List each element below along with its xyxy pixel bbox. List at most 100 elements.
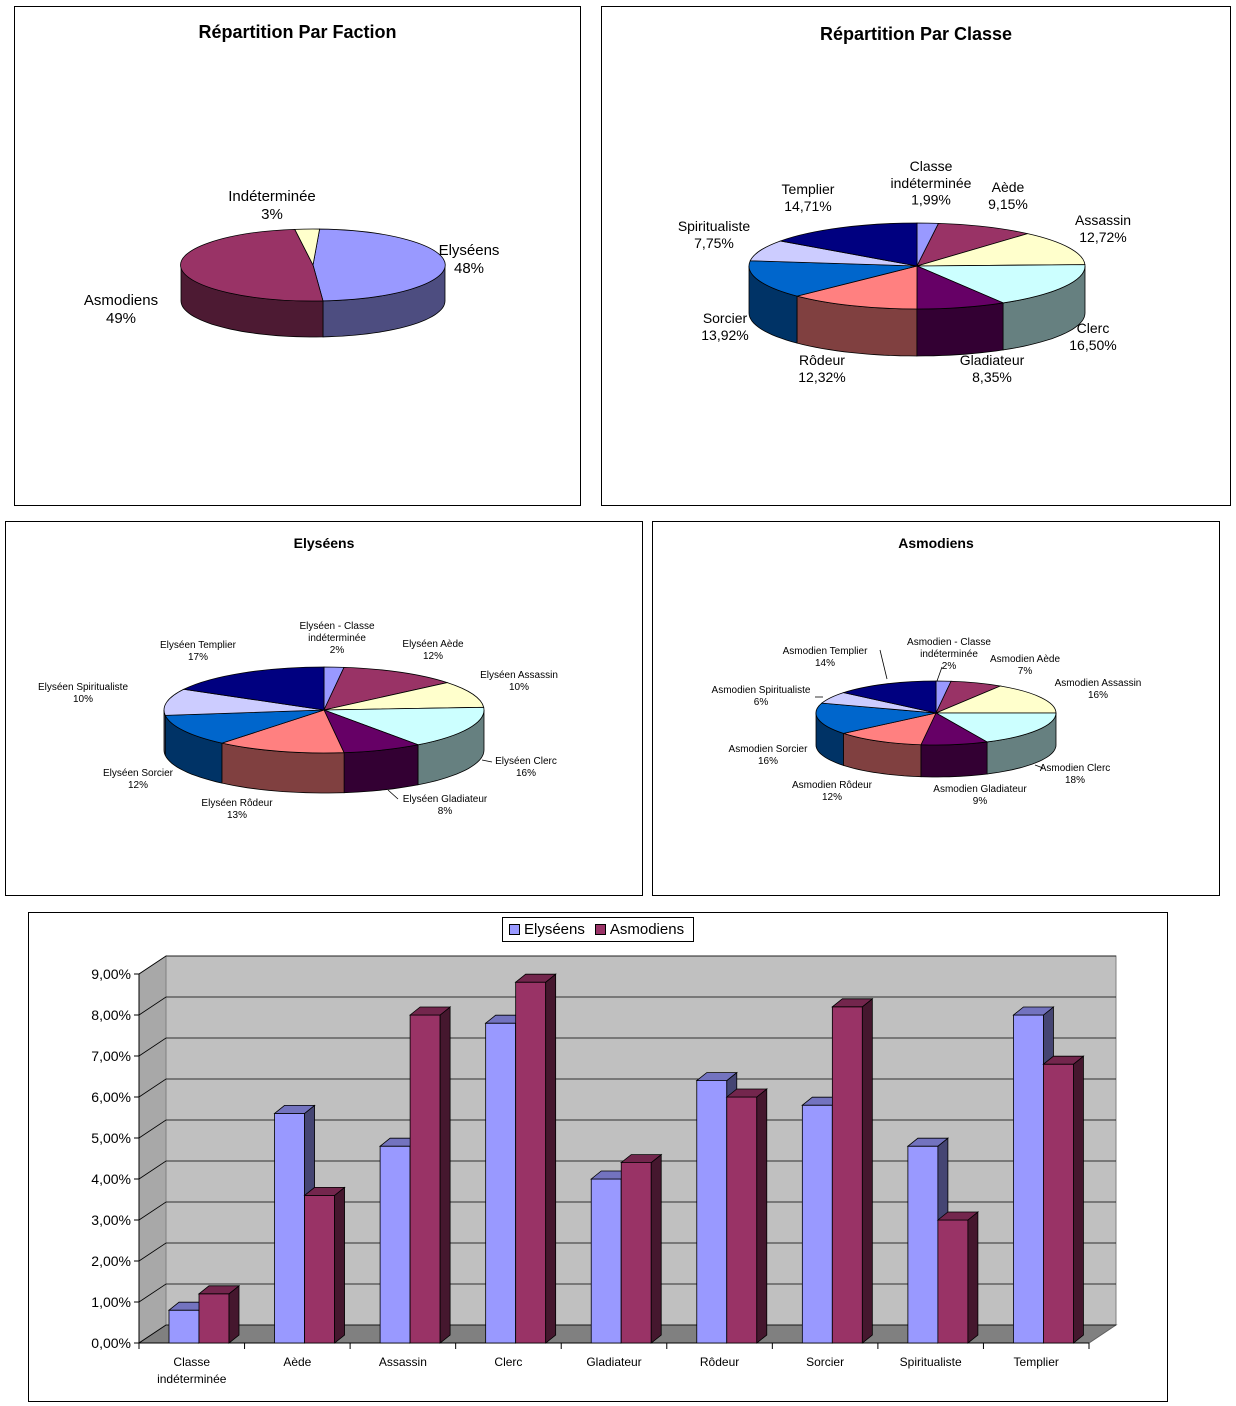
slice-label-line: Elyséen Aède bbox=[402, 639, 464, 650]
pie-slice-asmodien-rodeur bbox=[842, 712, 937, 746]
bar-elyseens-gladiateur bbox=[590, 1178, 622, 1344]
pie-slice-elyseen-clerc bbox=[323, 706, 485, 746]
slice-label: Spiritualiste 7,75% bbox=[678, 218, 751, 251]
gridline bbox=[138, 1242, 1116, 1262]
bar-top bbox=[831, 998, 874, 1008]
gridline bbox=[138, 1119, 1116, 1139]
bar-side bbox=[545, 973, 557, 1344]
y-tick-label: 2,00% bbox=[91, 1253, 131, 1269]
slice-label: Asmodiens 49% bbox=[84, 292, 158, 327]
slice-label-line: 7% bbox=[1018, 666, 1033, 677]
slice-label: Asmodien Sorcier 16% bbox=[729, 744, 809, 767]
slice-label: Elyséens 48% bbox=[439, 242, 500, 277]
slice-label-line: 10% bbox=[73, 694, 93, 705]
bar-elyseens-spiritualiste bbox=[907, 1145, 939, 1344]
slice-label-line: 14% bbox=[815, 658, 835, 669]
pie-slice-elyseens bbox=[312, 228, 446, 302]
bar-side bbox=[439, 1006, 451, 1344]
bar-top bbox=[725, 1088, 768, 1098]
bar-side bbox=[756, 1088, 768, 1344]
chart-panel-faction: Répartition Par Faction Elyséens 48% Asmod… bbox=[14, 6, 581, 506]
slice-label-line: Asmodien Rôdeur bbox=[792, 780, 873, 791]
slice-label-line: Elyséen Gladiateur bbox=[403, 794, 488, 805]
slice-label: Sorcier 13,92% bbox=[701, 310, 748, 343]
pie-chart-faction: Elyséens 48% Asmodiens 49% Indéterminée 3% bbox=[84, 188, 500, 338]
slice-label: Elyséen Aède 12% bbox=[402, 639, 464, 662]
bar-chart-classes: 0,00% 1,00% 2,00% 3,00% 4,00% 5,00% 6,00% 7,00%… bbox=[91, 955, 1118, 1386]
slice-label: Aède 9,15% bbox=[988, 179, 1028, 212]
bar-elyseens-clerc bbox=[485, 1022, 517, 1344]
pie-slice-elyseen-sorcier bbox=[164, 709, 325, 744]
slice-label-line: 2% bbox=[942, 661, 957, 672]
pie-slice-sorcier bbox=[748, 260, 918, 297]
pie-slice-asmodien-clerc bbox=[934, 712, 1057, 743]
plot-side-wall bbox=[138, 955, 167, 1344]
chart-legend: Elyséens Asmodiens bbox=[502, 917, 694, 942]
x-tick-label-line: Assassin bbox=[379, 1355, 427, 1369]
slice-label: Asmodien - Classe indéterminée 2% bbox=[907, 637, 991, 672]
bar-asmodiens-clerc bbox=[515, 981, 547, 1344]
leader-line bbox=[387, 789, 399, 800]
bar-top bbox=[1012, 1006, 1055, 1016]
pie-chart-elyseens: Elyséen - Classe indéterminée 2% Elyséen Aè… bbox=[38, 621, 558, 821]
slice-label: Elyséen Assassin 10% bbox=[480, 670, 558, 693]
slice-label-line: Indéterminée bbox=[228, 188, 316, 205]
slice-label: Elyséen Sorcier 12% bbox=[103, 768, 174, 791]
pie-chart-classe: Classe indéterminée 1,99% Aède 9,15% Assassin… bbox=[678, 158, 1131, 385]
slice-label: Clerc 16,50% bbox=[1069, 320, 1116, 353]
x-tick-label: Classe indéterminée bbox=[157, 1355, 227, 1386]
slice-label-line: Asmodien - Classe bbox=[907, 637, 991, 648]
gridline bbox=[138, 955, 1116, 975]
legend-label: Elyséens bbox=[524, 921, 585, 938]
bar-elyseens-templier bbox=[1013, 1014, 1044, 1344]
chart-title: Elyséens bbox=[293, 535, 355, 551]
slice-label-line: 10% bbox=[509, 682, 529, 693]
slice-label-line: 2% bbox=[330, 645, 345, 656]
legend-item: Elyséens bbox=[509, 921, 585, 938]
pie-side-gladiateur bbox=[916, 302, 1004, 357]
x-tick-label-line: Templier bbox=[1014, 1355, 1059, 1369]
gridline bbox=[138, 1078, 1116, 1098]
bar-top bbox=[936, 1211, 980, 1221]
pie-slice-asmodien-assassin bbox=[935, 685, 1057, 714]
slice-label-line: 6% bbox=[754, 697, 769, 708]
x-tick-label: Aède bbox=[283, 1355, 311, 1369]
slice-label-line: Elyséen - Classe bbox=[299, 621, 374, 632]
leader-line bbox=[1034, 764, 1044, 769]
slice-label-line: Aède bbox=[992, 179, 1025, 195]
pie-slice-aede bbox=[916, 222, 1028, 267]
gridline bbox=[138, 1160, 1116, 1180]
legend-swatch-elyseens bbox=[509, 924, 520, 935]
bar-elyseens-classe-indeterminee bbox=[168, 1309, 200, 1344]
y-tick-label: 9,00% bbox=[91, 966, 131, 982]
slice-label-line: Asmodien Clerc bbox=[1040, 763, 1111, 774]
slice-label: Gladiateur 8,35% bbox=[960, 352, 1025, 385]
bar-top bbox=[408, 1006, 452, 1016]
pie-slice-indeterminee bbox=[294, 228, 321, 267]
slice-label-line: Elyséen Assassin bbox=[480, 670, 558, 681]
slice-label: Asmodien Templier 14% bbox=[783, 646, 869, 669]
bar-top bbox=[303, 1186, 346, 1196]
bar-top bbox=[514, 973, 557, 983]
leader-line bbox=[936, 666, 943, 682]
pie-slice-elyseen-aede bbox=[323, 666, 449, 711]
y-tick-label: 4,00% bbox=[91, 1171, 131, 1187]
slice-label-line: indéterminée bbox=[920, 649, 978, 660]
bar-side bbox=[228, 1284, 240, 1344]
slice-label: Elyséen Spiritualiste 10% bbox=[38, 682, 128, 705]
bar-elyseens-assassin bbox=[379, 1145, 411, 1344]
bar-asmodiens-aede bbox=[304, 1194, 335, 1344]
slice-label-line: Asmodien Gladiateur bbox=[933, 784, 1027, 795]
slice-label-line: Clerc bbox=[1077, 320, 1110, 336]
slice-label-line: 3% bbox=[261, 206, 283, 223]
x-tick-label-line: Clerc bbox=[494, 1355, 522, 1369]
bar-elyseens-rodeur bbox=[696, 1080, 728, 1344]
slice-label-line: 16% bbox=[1088, 690, 1108, 701]
bar-elyseens-aede bbox=[274, 1112, 305, 1344]
slice-label: Elyséen Rôdeur 13% bbox=[201, 798, 273, 821]
slice-label: Asmodien Rôdeur 12% bbox=[792, 780, 873, 803]
legend-item: Asmodiens bbox=[594, 921, 684, 938]
bar-side bbox=[861, 997, 873, 1344]
bar-top bbox=[273, 1104, 316, 1114]
slice-label-line: Gladiateur bbox=[960, 352, 1025, 368]
